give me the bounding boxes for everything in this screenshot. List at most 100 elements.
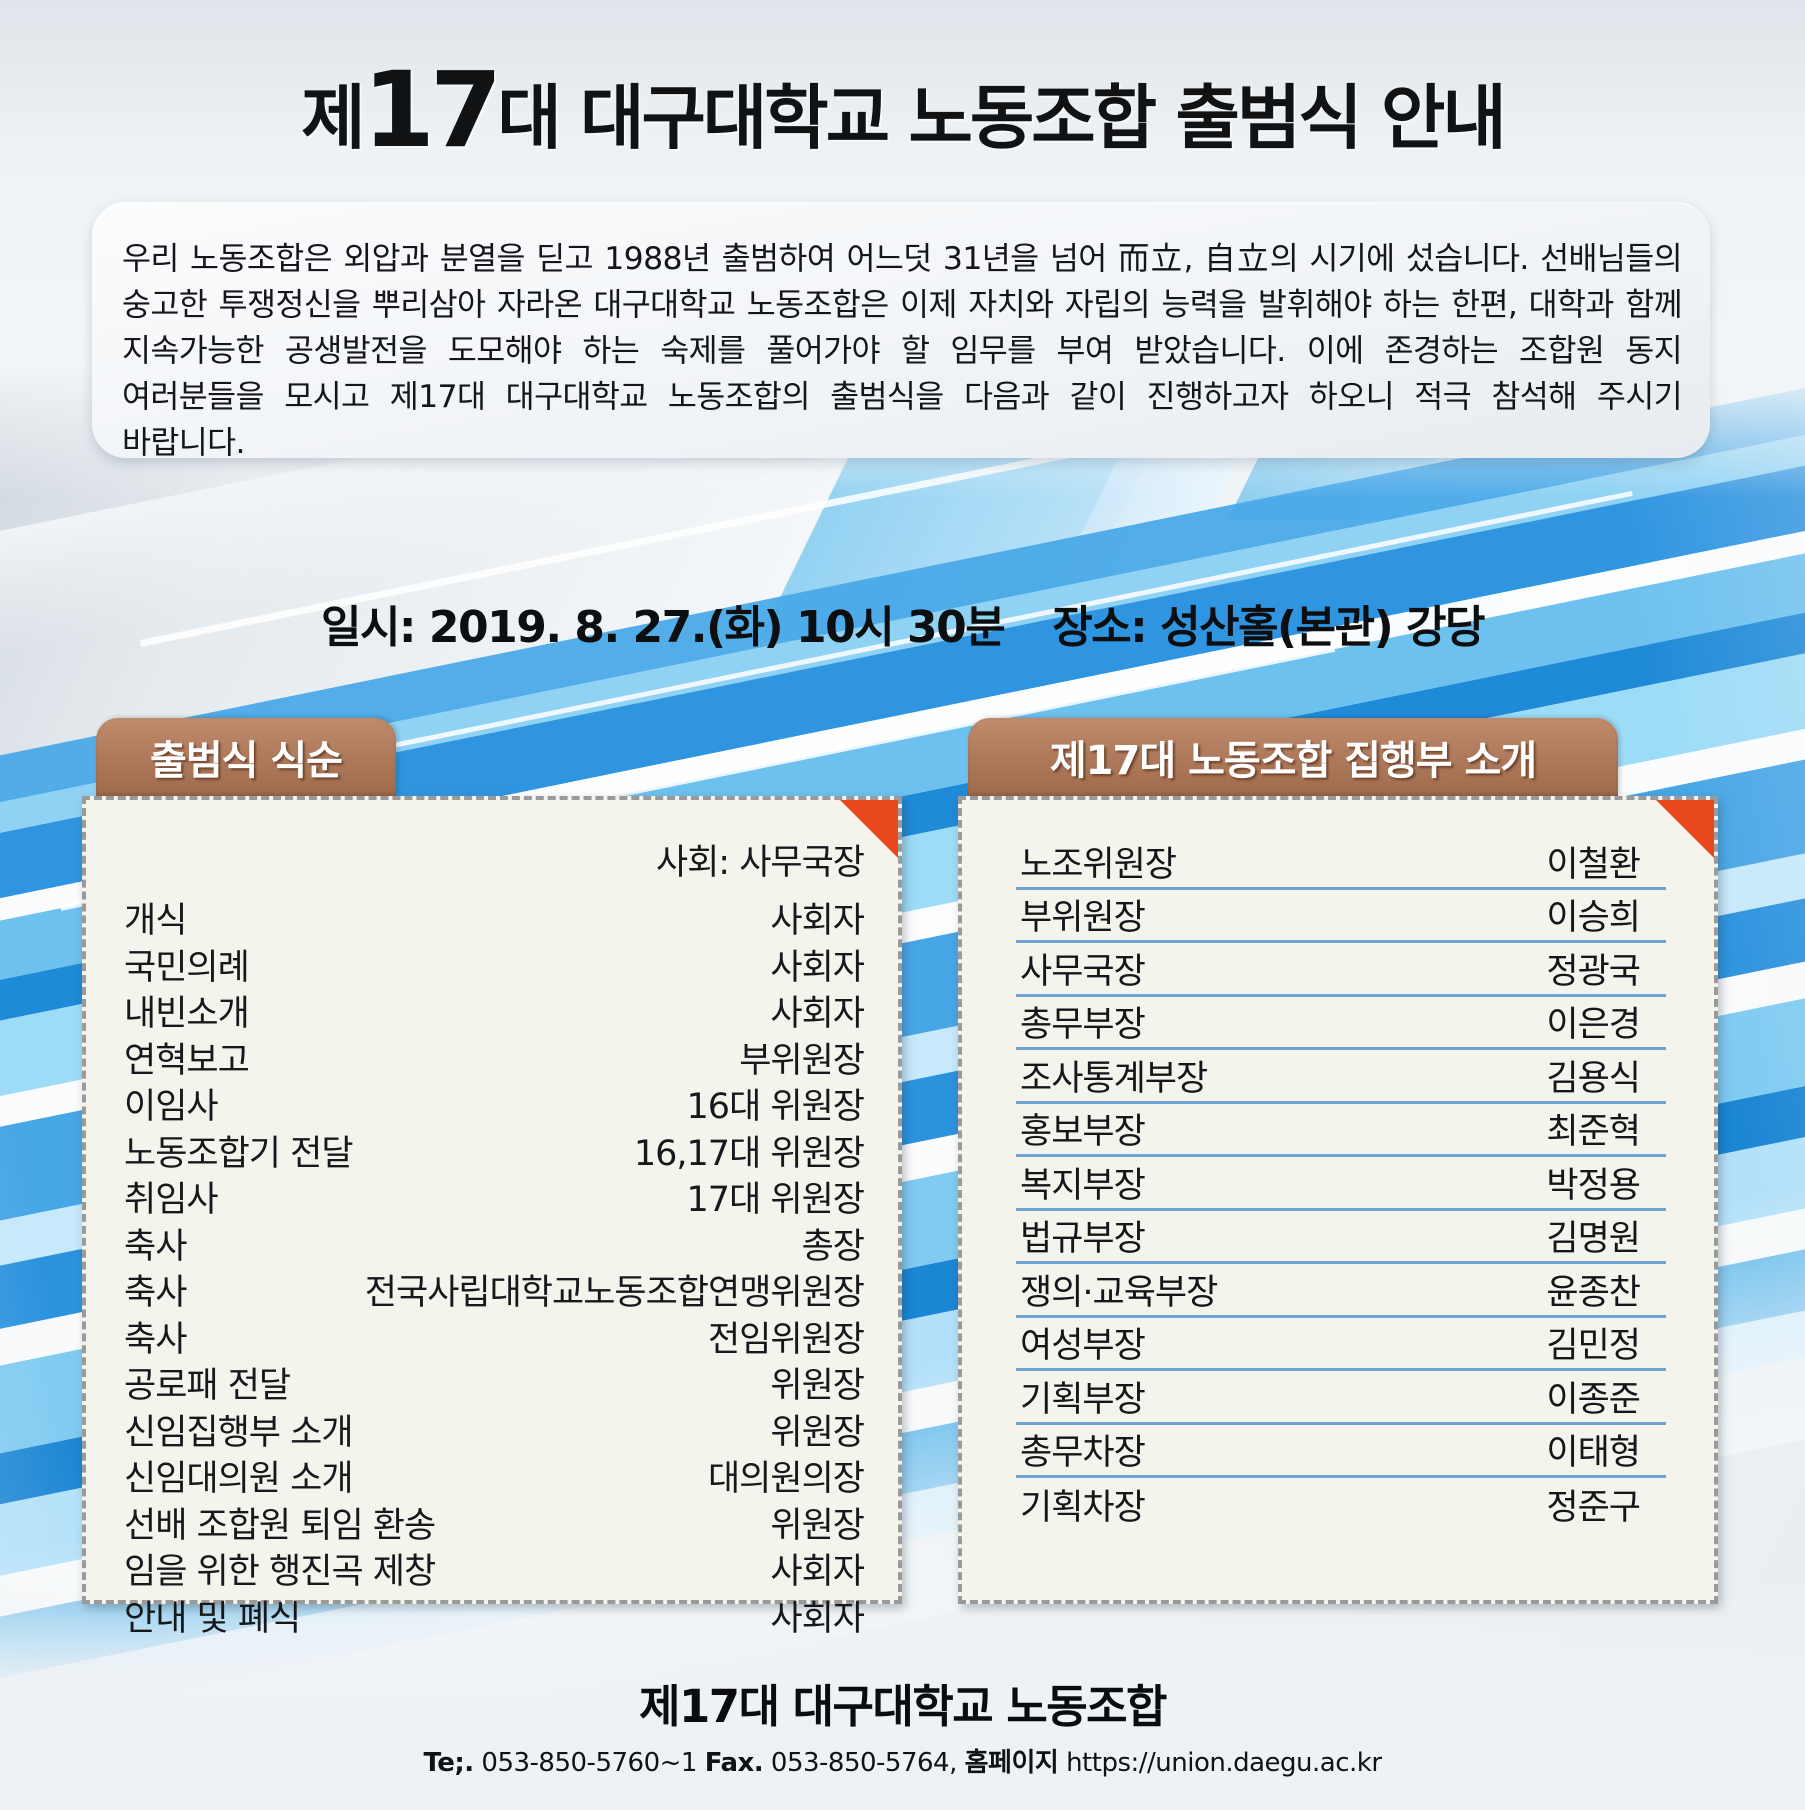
footer-contact: Te;. 053-850-5760~1 Fax. 053-850-5764, 홈… — [0, 1742, 1805, 1779]
program-row: 노동조합기 전달 16,17대 위원장 — [124, 1125, 865, 1174]
program-list: 개식 사회자 국민의례 사회자 내빈소개 사회자 연혁보고 부위원장 이임사 16대 위원장 노동조… — [124, 892, 865, 1639]
program-panel-body: 사회: 사무국장 개식 사회자 국민의례 사회자 내빈소개 사회자 연혁보고 부위원장 이임사 1… — [82, 796, 902, 1639]
program-item-presenter: 총장 — [801, 1226, 865, 1267]
program-item-label: 축사 — [124, 1273, 187, 1313]
program-item-label: 신임집행부 소개 — [124, 1412, 354, 1453]
program-item-label: 신임대의원 소개 — [124, 1459, 354, 1499]
event-details-line: 일시: 2019. 8. 27.(화) 10시 30분 장소: 성산홀(본관) 강… — [0, 591, 1805, 655]
exec-role-label: 여성부장 — [1020, 1326, 1146, 1367]
program-item-presenter: 부위원장 — [739, 1040, 865, 1081]
intro-panel — [92, 202, 1710, 458]
title-suffix: 대 대구대학교 노동조합 출범식 안내 — [497, 77, 1506, 159]
program-item-label: 취임사 — [124, 1180, 219, 1220]
when-value: 2019. 8. 27.(화) 10시 30분 — [428, 602, 1006, 653]
exec-person-name: 김용식 — [1546, 1058, 1641, 1099]
program-row: 안내 및 폐식 사회자 — [124, 1590, 865, 1639]
program-item-label: 개식 — [124, 901, 187, 941]
exec-row: 기획차장 정준구 — [1016, 1478, 1666, 1532]
program-panel-tab-label: 출범식 식순 — [150, 738, 343, 784]
exec-role-label: 법규부장 — [1020, 1219, 1146, 1260]
program-item-presenter: 전임위원장 — [707, 1319, 865, 1360]
program-item-presenter: 16,17대 위원장 — [633, 1133, 865, 1174]
program-item-label: 이임사 — [124, 1087, 219, 1127]
corner-fold-icon — [840, 800, 898, 858]
program-item-presenter: 전국사립대학교노동조합연맹위원장 — [364, 1273, 865, 1313]
program-row: 연혁보고 부위원장 — [124, 1032, 865, 1081]
exec-row: 총무차장 이태형 — [1016, 1425, 1666, 1478]
tel-label: Te;. — [423, 1748, 474, 1778]
program-item-presenter: 위원장 — [770, 1366, 865, 1406]
program-row: 공로패 전달 위원장 — [124, 1357, 865, 1406]
footer-organization: 제17대 대구대학교 노동조합 — [639, 1680, 1167, 1733]
program-item-presenter: 위원장 — [770, 1412, 865, 1453]
program-item-presenter: 사회자 — [770, 947, 865, 988]
exec-role-label: 쟁의·교육부장 — [1020, 1272, 1218, 1313]
fax-label: Fax. — [704, 1748, 764, 1778]
exec-person-name: 이승희 — [1546, 898, 1641, 939]
exec-person-name: 이은경 — [1546, 1005, 1641, 1046]
program-row: 신임집행부 소개 위원장 — [124, 1404, 865, 1453]
program-row: 축사 전국사립대학교노동조합연맹위원장 — [124, 1264, 865, 1313]
program-item-label: 임을 위한 행진곡 제창 — [124, 1552, 436, 1592]
program-item-label: 공로패 전달 — [124, 1366, 291, 1406]
where-value: 성산홀(본관) 강당 — [1160, 602, 1485, 653]
exec-row: 총무부장 이은경 — [1016, 997, 1666, 1050]
exec-role-label: 총무차장 — [1020, 1433, 1146, 1474]
program-item-label: 내빈소개 — [124, 994, 250, 1034]
exec-role-label: 홍보부장 — [1020, 1112, 1146, 1153]
exec-row: 노조위원장 이철환 — [1016, 836, 1666, 890]
exec-person-name: 최준혁 — [1546, 1112, 1641, 1153]
fax-value: 053-850-5764, — [770, 1748, 957, 1778]
homepage-url[interactable]: https://union.daegu.ac.kr — [1066, 1748, 1382, 1778]
exec-role-label: 부위원장 — [1020, 898, 1146, 939]
exec-role-label: 기획차장 — [1020, 1488, 1146, 1529]
page-title: 제17대 대구대학교 노동조합 출범식 안내 — [0, 58, 1805, 163]
exec-role-label: 조사통계부장 — [1020, 1058, 1208, 1099]
program-item-presenter: 대의원의장 — [707, 1459, 865, 1499]
exec-panel-tab: 제17대 노동조합 집행부 소개 — [968, 718, 1618, 796]
exec-row: 여성부장 김민정 — [1016, 1318, 1666, 1371]
exec-row: 조사통계부장 김용식 — [1016, 1050, 1666, 1104]
program-row: 이임사 16대 위원장 — [124, 1078, 865, 1127]
program-item-presenter: 사회자 — [770, 1598, 865, 1639]
program-row: 축사 총장 — [124, 1218, 865, 1267]
exec-row: 복지부장 박정용 — [1016, 1157, 1666, 1211]
program-row: 내빈소개 사회자 — [124, 985, 865, 1034]
exec-person-name: 박정용 — [1546, 1165, 1641, 1206]
exec-row: 법규부장 김명원 — [1016, 1211, 1666, 1264]
exec-role-label: 노조위원장 — [1020, 844, 1177, 885]
tel-value: 053-850-5760~1 — [481, 1748, 697, 1778]
exec-role-label: 기획부장 — [1020, 1379, 1146, 1420]
program-row: 국민의례 사회자 — [124, 939, 865, 988]
exec-row: 부위원장 이승희 — [1016, 890, 1666, 943]
intro-text: 우리 노동조합은 외압과 분열을 딛고 1988년 출범하여 어느덧 31년을 … — [122, 241, 1683, 461]
program-item-presenter: 위원장 — [770, 1505, 865, 1546]
program-item-label: 안내 및 폐식 — [124, 1598, 301, 1639]
exec-person-name: 이종준 — [1546, 1379, 1641, 1420]
exec-row: 홍보부장 최준혁 — [1016, 1104, 1666, 1157]
title-prefix: 제 — [301, 77, 365, 159]
program-item-presenter: 사회자 — [770, 901, 865, 941]
exec-person-name: 김민정 — [1546, 1326, 1641, 1367]
exec-role-label: 복지부장 — [1020, 1165, 1146, 1206]
title-number: 17 — [362, 49, 503, 171]
exec-row: 사무국장 정광국 — [1016, 943, 1666, 997]
exec-panel-tab-label: 제17대 노동조합 집행부 소개 — [1049, 738, 1537, 784]
program-row: 신임대의원 소개 대의원의장 — [124, 1450, 865, 1499]
program-item-label: 선배 조합원 퇴임 환송 — [124, 1505, 436, 1546]
program-item-presenter: 사회자 — [770, 1552, 865, 1592]
exec-row: 기획부장 이종준 — [1016, 1371, 1666, 1425]
background-mask-bottom — [0, 1580, 1805, 1810]
exec-person-name: 이태형 — [1546, 1433, 1641, 1474]
program-item-presenter: 16대 위원장 — [686, 1087, 865, 1127]
homepage-label: 홈페이지 — [964, 1748, 1059, 1778]
program-row: 선배 조합원 퇴임 환송 위원장 — [124, 1497, 865, 1546]
program-item-presenter: 17대 위원장 — [686, 1180, 865, 1220]
exec-person-name: 정광국 — [1546, 951, 1641, 992]
exec-person-name: 윤종찬 — [1546, 1272, 1641, 1313]
program-item-presenter: 사회자 — [770, 994, 865, 1034]
program-row: 취임사 17대 위원장 — [124, 1171, 865, 1220]
program-item-label: 축사 — [124, 1319, 187, 1360]
